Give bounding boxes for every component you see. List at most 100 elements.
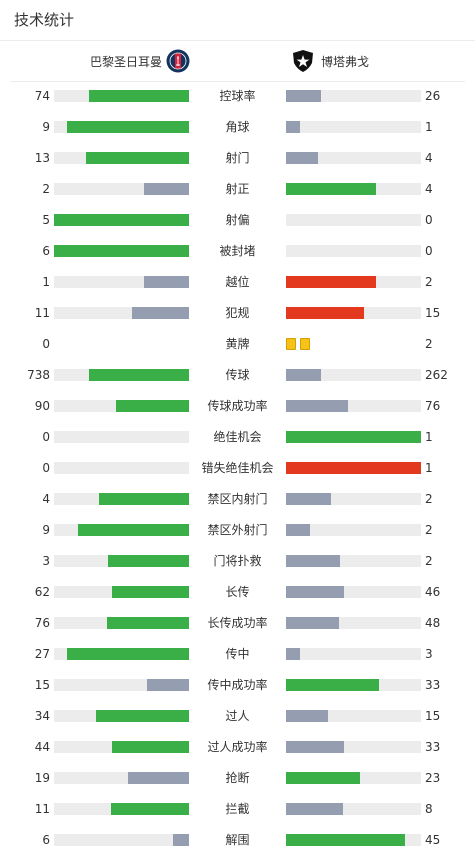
away-bar-track xyxy=(286,648,421,660)
away-stat-value: 2 xyxy=(425,275,433,289)
home-bar-fill xyxy=(132,307,189,319)
home-bar-fill xyxy=(89,369,189,381)
away-team-name: 博塔弗戈 xyxy=(321,54,370,69)
away-bar-fill xyxy=(286,524,310,536)
home-stat-value: 76 xyxy=(34,616,50,630)
stat-label: 传球 xyxy=(225,368,250,382)
away-stat-value: 1 xyxy=(425,430,433,444)
stat-row: 5 射偏 0 xyxy=(0,210,475,230)
away-bar-fill xyxy=(286,431,421,443)
away-bar-fill xyxy=(286,183,376,195)
home-bar-fill xyxy=(173,834,189,846)
away-stat-value: 15 xyxy=(425,709,441,723)
home-team-name: 巴黎圣日耳曼 xyxy=(90,54,163,69)
home-bar-track xyxy=(54,555,189,567)
stat-label: 越位 xyxy=(225,275,250,289)
home-stat-value: 9 xyxy=(42,523,50,537)
home-bar-fill xyxy=(116,400,189,412)
stat-row: 1 越位 2 xyxy=(0,272,475,292)
stat-row: 27 传中 3 xyxy=(0,644,475,664)
home-stat-value: 11 xyxy=(34,306,50,320)
away-bar-fill xyxy=(286,90,321,102)
home-stat-value: 9 xyxy=(42,120,50,134)
away-stat-value: 0 xyxy=(425,213,433,227)
away-bar-track xyxy=(286,431,421,443)
home-stat-value: 62 xyxy=(34,585,50,599)
home-stat-value: 6 xyxy=(42,833,50,847)
home-bar-track xyxy=(54,400,189,412)
away-bar-fill xyxy=(286,493,331,505)
stat-label: 射偏 xyxy=(225,213,250,227)
away-bar-track xyxy=(286,183,421,195)
home-stat-value: 34 xyxy=(34,709,50,723)
stat-row: 15 传中成功率 33 xyxy=(0,675,475,695)
home-bar-track xyxy=(54,462,189,474)
home-stat-value: 15 xyxy=(34,678,50,692)
away-stat-value: 0 xyxy=(425,244,433,258)
home-bar-fill xyxy=(96,710,189,722)
stat-label: 错失绝佳机会 xyxy=(201,461,274,475)
away-bar-track xyxy=(286,276,421,288)
away-bar-fill xyxy=(286,679,379,691)
away-bar-fill xyxy=(286,834,405,846)
away-stat-value: 4 xyxy=(425,151,433,165)
away-bar-track xyxy=(286,462,421,474)
yellow-card-icon xyxy=(300,338,310,350)
stat-label: 传球成功率 xyxy=(207,399,268,413)
away-bar-fill xyxy=(286,803,343,815)
away-stat-value: 8 xyxy=(425,802,433,816)
home-bar-track xyxy=(54,431,189,443)
away-bar-track xyxy=(286,152,421,164)
home-bar-fill xyxy=(78,524,189,536)
home-bar-track xyxy=(54,710,189,722)
away-bar-track xyxy=(286,679,421,691)
away-stat-value: 4 xyxy=(425,182,433,196)
home-bar-fill xyxy=(112,741,189,753)
home-bar-track xyxy=(54,245,189,257)
home-bar-track xyxy=(54,772,189,784)
home-stat-value: 0 xyxy=(42,461,50,475)
stat-label: 长传成功率 xyxy=(207,616,268,630)
header-divider xyxy=(0,40,475,41)
home-bar-track xyxy=(54,834,189,846)
home-bar-fill xyxy=(54,214,189,226)
home-team[interactable]: 巴黎圣日耳曼 xyxy=(90,49,190,73)
home-stat-value: 4 xyxy=(42,492,50,506)
home-bar-fill xyxy=(147,679,189,691)
home-stat-value: 1 xyxy=(42,275,50,289)
away-stat-value: 33 xyxy=(425,678,441,692)
away-stat-value: 262 xyxy=(425,368,448,382)
away-bar-track xyxy=(286,834,421,846)
away-stat-value: 1 xyxy=(425,120,433,134)
home-stat-value: 74 xyxy=(34,89,50,103)
home-stat-value: 11 xyxy=(34,802,50,816)
home-bar-track xyxy=(54,803,189,815)
away-stat-value: 15 xyxy=(425,306,441,320)
away-stat-value: 45 xyxy=(425,833,441,847)
stat-label: 角球 xyxy=(225,120,250,134)
away-stat-value: 2 xyxy=(425,554,433,568)
home-stat-value: 27 xyxy=(34,647,50,661)
stat-label: 过人 xyxy=(225,709,250,723)
away-bar-track xyxy=(286,524,421,536)
home-bar-track xyxy=(54,493,189,505)
away-bar-fill xyxy=(286,462,421,474)
away-stat-value: 2 xyxy=(425,492,433,506)
away-bar-track xyxy=(286,400,421,412)
stat-label: 禁区外射门 xyxy=(207,523,268,537)
away-bar-track xyxy=(286,214,421,226)
home-bar-fill xyxy=(67,121,189,133)
stat-row: 62 长传 46 xyxy=(0,582,475,602)
away-bar-track xyxy=(286,493,421,505)
home-bar-fill xyxy=(128,772,189,784)
away-team[interactable]: 博塔弗戈 xyxy=(291,50,369,72)
away-stat-value: 1 xyxy=(425,461,433,475)
away-bar-track xyxy=(286,555,421,567)
away-yellow-cards xyxy=(286,338,310,350)
away-stat-value: 2 xyxy=(425,337,433,351)
stat-label: 绝佳机会 xyxy=(213,430,262,444)
stat-label: 射门 xyxy=(225,151,250,165)
away-bar-track xyxy=(286,617,421,629)
home-bar-fill xyxy=(111,803,189,815)
stat-row: 0 错失绝佳机会 1 xyxy=(0,458,475,478)
